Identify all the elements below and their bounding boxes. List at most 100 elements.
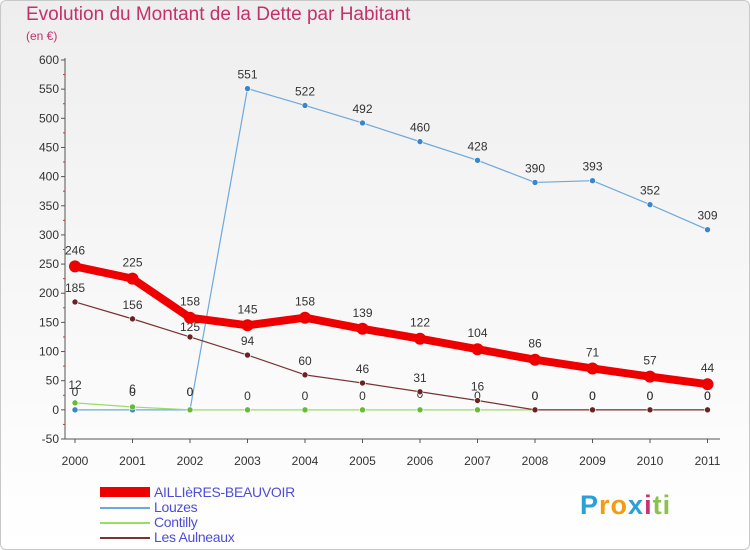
y-tick-label: -50 <box>42 432 60 446</box>
data-point <box>416 138 424 145</box>
logo-letter: i <box>662 490 672 520</box>
y-tick-label: 0 <box>52 403 59 417</box>
data-label: 225 <box>122 256 142 270</box>
data-label: 0 <box>302 389 309 403</box>
data-point <box>704 226 711 233</box>
data-point <box>589 406 596 414</box>
data-point <box>301 371 309 379</box>
logo-letter: P <box>580 490 600 520</box>
data-point <box>69 260 81 273</box>
data-label: 12 <box>68 378 82 392</box>
legend-label: Contilly <box>154 514 198 530</box>
data-label: 0 <box>532 389 539 403</box>
x-tick-label: 2010 <box>637 454 664 468</box>
data-label: 0 <box>474 389 481 403</box>
data-point <box>129 403 136 411</box>
data-label: 0 <box>704 389 711 403</box>
y-tick-label: 250 <box>39 257 59 271</box>
data-point <box>71 406 79 414</box>
logo-letter: i <box>644 490 653 520</box>
data-label: 71 <box>586 345 600 359</box>
data-label: 0 <box>72 385 79 399</box>
y-tick-label: 350 <box>39 199 59 213</box>
data-label: 0 <box>647 389 654 403</box>
data-point <box>531 179 539 186</box>
y-tick-label: 200 <box>39 286 59 300</box>
x-tick-label: 2006 <box>407 454 434 468</box>
data-label: 60 <box>298 354 312 368</box>
data-point <box>244 351 251 359</box>
y-tick-label: 500 <box>39 111 59 125</box>
data-label: 309 <box>697 209 717 223</box>
data-point <box>71 298 79 306</box>
legend-swatch <box>100 537 150 539</box>
x-tick-label: 2002 <box>177 454 204 468</box>
chart-title: Evolution du Montant de la Dette par Hab… <box>26 4 411 25</box>
data-point <box>529 353 541 366</box>
data-label: 460 <box>410 121 430 135</box>
data-point <box>359 379 366 387</box>
x-tick-label: 2001 <box>119 454 146 468</box>
data-point <box>586 362 599 375</box>
data-point <box>186 333 194 341</box>
data-label: 0 <box>244 389 251 403</box>
data-point <box>646 406 654 414</box>
data-label: 0 <box>359 389 366 403</box>
y-tick-label: 300 <box>39 228 59 242</box>
data-label: 522 <box>295 84 315 98</box>
data-label: 125 <box>180 320 200 334</box>
proxiti-logo: Proxiti <box>580 490 671 521</box>
data-point <box>356 322 369 335</box>
series-line <box>74 87 709 411</box>
series-line <box>71 262 712 389</box>
x-tick-label: 2000 <box>62 454 89 468</box>
series-line <box>74 301 709 411</box>
logo-letter: r <box>599 490 611 520</box>
data-label: 31 <box>413 371 427 385</box>
x-tick-label: 2008 <box>522 454 549 468</box>
data-point <box>704 406 711 414</box>
data-point <box>244 406 251 414</box>
legend-swatch <box>100 507 150 509</box>
data-point <box>359 119 366 127</box>
y-tick-label: 600 <box>39 53 59 67</box>
data-point <box>474 406 481 414</box>
data-label: 0 <box>589 389 596 403</box>
data-label: 551 <box>237 68 257 82</box>
data-label: 46 <box>356 362 370 376</box>
data-label: 145 <box>237 302 257 316</box>
data-label: 0 <box>187 385 194 399</box>
x-tick-label: 2004 <box>292 454 319 468</box>
data-label: 185 <box>65 281 85 295</box>
data-label: 156 <box>122 298 142 312</box>
data-label: 0 <box>129 385 136 399</box>
data-point <box>126 272 139 285</box>
data-label: 428 <box>467 139 487 153</box>
legend-swatch <box>100 522 150 524</box>
x-tick-label: 2003 <box>234 454 261 468</box>
x-tick-label: 2005 <box>349 454 376 468</box>
data-point <box>416 388 424 396</box>
data-point <box>301 406 309 414</box>
data-label: 6 <box>129 382 136 396</box>
data-point <box>474 397 481 404</box>
data-point <box>531 406 539 414</box>
data-label: 57 <box>643 354 657 368</box>
data-label: 139 <box>352 306 372 320</box>
data-point <box>701 378 714 391</box>
data-label: 158 <box>180 295 200 309</box>
data-label: 246 <box>65 243 85 257</box>
legend-label: Louzes <box>154 499 198 515</box>
y-tick-label: 400 <box>39 170 59 184</box>
data-label: 0 <box>187 385 194 399</box>
y-tick-label: 450 <box>39 140 59 154</box>
data-label: 492 <box>352 102 372 116</box>
data-point <box>414 332 426 345</box>
data-point <box>186 406 194 414</box>
chart-subtitle: (en €) <box>26 29 58 43</box>
data-point <box>301 102 309 109</box>
x-tick-label: 2009 <box>579 454 606 468</box>
data-point <box>184 311 196 324</box>
data-point <box>471 343 484 356</box>
